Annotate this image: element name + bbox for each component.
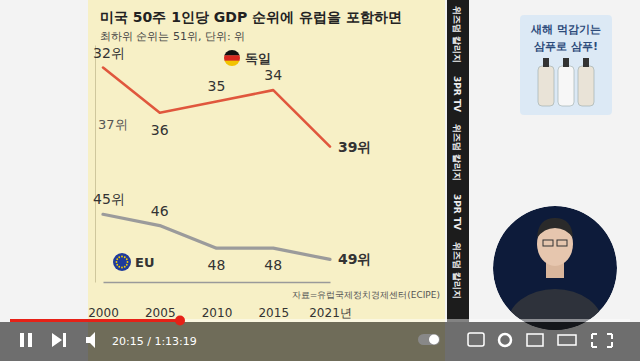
theater-button[interactable] [558, 335, 576, 345]
page-root: 미국 50주 1인당 GDP 순위에 유럽을 포함하면최하위 순위는 51위, … [0, 0, 640, 361]
ad-bottle [578, 66, 594, 106]
chart-subtitle: 최하위 순위는 51위, 단위: 위 [100, 30, 245, 43]
source-note: 자료=유럽국제정치경제센터(ECIPE) [292, 290, 440, 300]
data-label: 48 [264, 257, 282, 273]
speaker-hair [537, 218, 573, 238]
next-button[interactable] [52, 333, 66, 347]
speaker-glasses [557, 240, 567, 246]
pause-button[interactable] [20, 333, 24, 347]
x-axis-line [104, 282, 331, 284]
time-display: 20:15 / 1:13:19 [112, 335, 197, 348]
series-line [103, 68, 330, 147]
ad-bottle-cap [563, 58, 569, 67]
series-line [103, 214, 330, 259]
autoplay-toggle[interactable] [418, 334, 440, 345]
x-tick: 2005 [145, 282, 176, 320]
y-axis [95, 46, 96, 283]
flag-star [116, 264, 118, 266]
flag-stripe [224, 61, 240, 67]
pause-button[interactable] [28, 333, 32, 347]
x-tick: 2000 [88, 282, 119, 320]
data-label: 45위 [93, 191, 125, 207]
legend-icon [113, 253, 131, 271]
legend-label: EU [135, 255, 154, 270]
channel-strip-text: 3PR TV [452, 76, 462, 112]
progress-knob[interactable] [175, 316, 185, 326]
speaker-glasses [543, 240, 553, 246]
channel-strip-text: 위즈덤 칼리지 [452, 6, 462, 63]
x-tick-label: 2000 [88, 306, 119, 320]
y-axis-line [95, 46, 96, 283]
x-axis: 2000 2005 2010 2015 2021년 [88, 282, 352, 320]
screen: 미국 50주 1인당 GDP 순위에 유럽을 포함하면최하위 순위는 51위, … [0, 0, 640, 361]
flag-star [121, 267, 123, 269]
data-label: 32위 [93, 45, 125, 61]
miniplayer-button[interactable] [527, 334, 543, 346]
legend-item: EU [113, 253, 154, 271]
flag-star [126, 258, 128, 260]
legend-label: 독일 [245, 51, 271, 66]
x-tick: 2021년 [309, 282, 352, 320]
flag-star [116, 258, 118, 260]
channel-strip-text: 위즈덤 칼리지 [452, 242, 462, 299]
flag-star [121, 256, 123, 258]
x-tick-label: 2021년 [309, 306, 352, 320]
ad-text: 새해 먹감기는 [530, 23, 601, 36]
x-tick-label: 2005 [145, 306, 176, 320]
subtitles-button[interactable] [468, 333, 484, 346]
ad-bottle [558, 66, 574, 106]
data-labels: 32위 36 35 34 39위 45위 46 48 48 49위 [93, 45, 371, 274]
data-label: 35 [208, 78, 226, 94]
legend-item: 독일 [224, 50, 271, 66]
x-tick: 2015 [258, 282, 289, 320]
plot-area [103, 68, 330, 260]
flag-stripe [224, 50, 240, 56]
volume-button[interactable] [86, 332, 95, 348]
channel-strip [447, 0, 469, 322]
chart-title: 미국 50주 1인당 GDP 순위에 유럽을 포함하면 [100, 9, 402, 25]
channel-strip-text: 위즈덤 칼리지 [452, 124, 462, 181]
flag-star [116, 261, 118, 263]
flag-star [118, 266, 120, 268]
background [0, 0, 640, 361]
channel-strip-text: 3PR TV [452, 194, 462, 230]
ad-bottle [538, 66, 554, 106]
flag-star [124, 266, 126, 268]
player-bar [0, 322, 640, 361]
progress-played [10, 319, 180, 322]
ad-text: 삼푸로 삼푸! [534, 40, 598, 53]
annotation: 37위 [98, 117, 128, 132]
chart-panel [88, 0, 445, 361]
ad-box [520, 15, 612, 115]
data-label: 34 [264, 67, 282, 83]
x-tick-label: 2015 [258, 306, 289, 320]
flag-star [127, 261, 129, 263]
ad-bottle-cap [543, 58, 549, 67]
settings-button[interactable] [499, 334, 511, 346]
data-label: 48 [208, 257, 226, 273]
x-tick: 2010 [202, 282, 233, 320]
x-tick-label: 2010 [202, 306, 233, 320]
flag-star [118, 256, 120, 258]
data-label: 36 [151, 122, 169, 138]
ad-bottle-cap [583, 58, 589, 67]
flag-stripe [224, 55, 240, 61]
flag-star [126, 264, 128, 266]
data-label: 39위 [338, 139, 371, 155]
data-label: 49위 [338, 251, 371, 267]
legend-icon [224, 50, 240, 66]
flag-star [124, 256, 126, 258]
progress-track [10, 319, 630, 322]
autoplay-knob[interactable] [429, 335, 439, 345]
data-label: 46 [151, 203, 169, 219]
fullscreen-button[interactable] [592, 334, 612, 347]
